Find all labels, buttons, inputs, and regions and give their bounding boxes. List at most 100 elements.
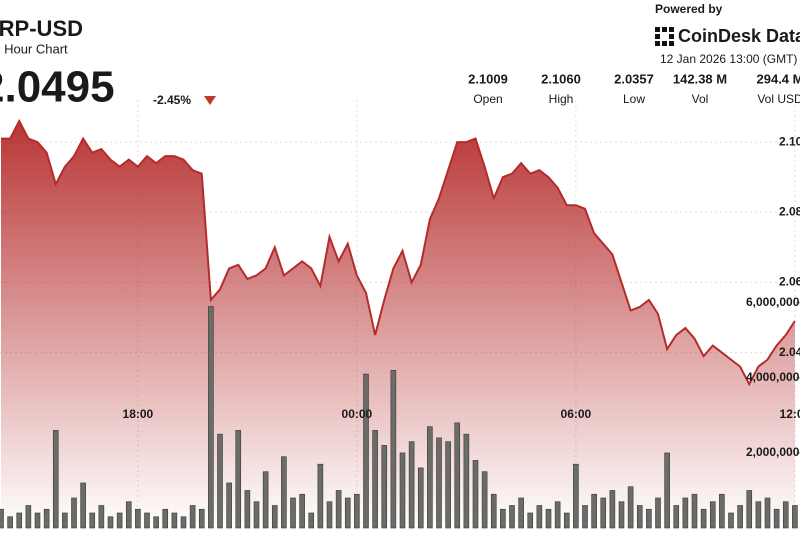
volume-bar bbox=[445, 441, 451, 529]
stat-value: 142.38 M bbox=[673, 71, 727, 86]
chart-subtitle: 24 Hour Chart bbox=[0, 41, 68, 56]
volume-bar bbox=[673, 505, 680, 529]
volume-bar bbox=[308, 512, 315, 529]
volume-bar bbox=[518, 497, 524, 529]
volume-bar bbox=[436, 437, 442, 529]
brand-icon bbox=[655, 27, 674, 46]
volume-bar bbox=[655, 497, 661, 529]
volume-bar bbox=[235, 430, 242, 529]
price-line bbox=[1, 118, 796, 387]
stat-label: Low bbox=[623, 92, 645, 106]
volume-bar bbox=[627, 486, 634, 529]
volume-bar bbox=[490, 493, 497, 529]
plot-area bbox=[0, 100, 800, 529]
volume-bar bbox=[208, 306, 214, 529]
volume-bar bbox=[180, 516, 187, 529]
volume-bar bbox=[7, 516, 13, 529]
stat-label: Open bbox=[473, 92, 502, 106]
stat-value: 294.4 M bbox=[757, 71, 800, 86]
y2-tick-label: 6,000,000 bbox=[746, 295, 800, 309]
volume-bar bbox=[71, 497, 77, 529]
volume-bar bbox=[43, 508, 50, 529]
stat-value: 2.1009 bbox=[468, 71, 508, 86]
x-tick-label: 06:00 bbox=[561, 407, 592, 421]
volume-bar bbox=[271, 505, 278, 529]
volume-bar bbox=[509, 505, 515, 529]
volume-bar bbox=[399, 452, 406, 529]
volume-bar bbox=[682, 497, 689, 529]
volume-bar bbox=[317, 463, 324, 529]
volume-bar bbox=[536, 505, 543, 529]
volume-bar bbox=[390, 370, 397, 529]
volume-bar bbox=[408, 441, 415, 529]
volume-bar bbox=[709, 501, 716, 529]
volume-bar bbox=[363, 373, 369, 529]
area-fill bbox=[1, 121, 795, 528]
volume-bar bbox=[646, 508, 652, 529]
volume-bar bbox=[792, 505, 798, 529]
volume-bar bbox=[253, 501, 260, 529]
y2-tick-label: 2,000,000 bbox=[746, 445, 800, 459]
volume-bar bbox=[591, 493, 597, 529]
volume-bar bbox=[746, 490, 753, 529]
volume-bar bbox=[609, 490, 616, 529]
powered-by: Powered by bbox=[655, 2, 723, 16]
volume-bar bbox=[764, 497, 771, 529]
volume-bar bbox=[153, 516, 159, 529]
volume-bar bbox=[25, 505, 32, 529]
volume-bar bbox=[417, 467, 424, 529]
stat-label: Vol USD bbox=[757, 92, 800, 106]
volume-bar bbox=[545, 508, 552, 529]
stat-value: 2.1060 bbox=[541, 71, 581, 86]
volume-bar bbox=[244, 490, 251, 529]
x-tick-label: 00:00 bbox=[342, 407, 373, 421]
volume-bar bbox=[636, 505, 643, 529]
volume-bar bbox=[226, 482, 232, 529]
volume-bar bbox=[773, 508, 780, 529]
volume-bar bbox=[290, 497, 296, 529]
volume-bar bbox=[125, 501, 132, 529]
down-arrow bbox=[204, 96, 216, 105]
volume-bar bbox=[198, 508, 205, 529]
volume-bar bbox=[500, 508, 506, 529]
volume-bar bbox=[600, 497, 607, 529]
volume-bar bbox=[554, 501, 561, 529]
volume-bar bbox=[700, 508, 707, 529]
volume-bar bbox=[217, 433, 223, 529]
volume-bar bbox=[691, 493, 698, 529]
volume-bar bbox=[162, 508, 169, 529]
volume-bar bbox=[573, 463, 579, 529]
volume-bar bbox=[98, 505, 105, 529]
overlay: XRP-USD 24 Hour Chart 2.0495 -2.45% Powe… bbox=[0, 2, 800, 459]
timestamp: 12 Jan 2026 13:00 (GMT) bbox=[660, 52, 797, 66]
y-tick-label: 2.10 bbox=[779, 134, 800, 148]
y2-tick-label: 4,000,000 bbox=[746, 370, 800, 384]
volume-bar bbox=[89, 512, 96, 529]
volume-bar bbox=[52, 430, 59, 529]
volume-bar bbox=[107, 516, 114, 529]
volume-bar bbox=[719, 493, 725, 529]
volume-bar bbox=[728, 512, 734, 529]
volume-bar bbox=[16, 512, 23, 529]
volume-bar bbox=[618, 501, 625, 529]
volume-bar bbox=[454, 422, 461, 529]
volume-bar bbox=[326, 501, 333, 529]
volume-bar bbox=[135, 508, 141, 529]
volume-bar bbox=[527, 512, 534, 529]
volume-bar bbox=[737, 505, 743, 529]
volume-bar bbox=[335, 490, 342, 529]
volume-bar bbox=[281, 456, 287, 529]
volume-bar bbox=[755, 501, 762, 529]
volume-bar bbox=[372, 430, 378, 529]
volume-bar bbox=[344, 497, 351, 529]
volume-bar bbox=[563, 512, 570, 529]
volume-bar bbox=[116, 512, 123, 529]
volume-bar bbox=[472, 460, 479, 529]
volume-bar bbox=[354, 493, 360, 529]
brand: CoinDesk Data bbox=[678, 26, 800, 46]
volume-bar bbox=[34, 512, 41, 529]
volume-bar bbox=[0, 508, 4, 529]
volume-bar bbox=[144, 512, 150, 529]
